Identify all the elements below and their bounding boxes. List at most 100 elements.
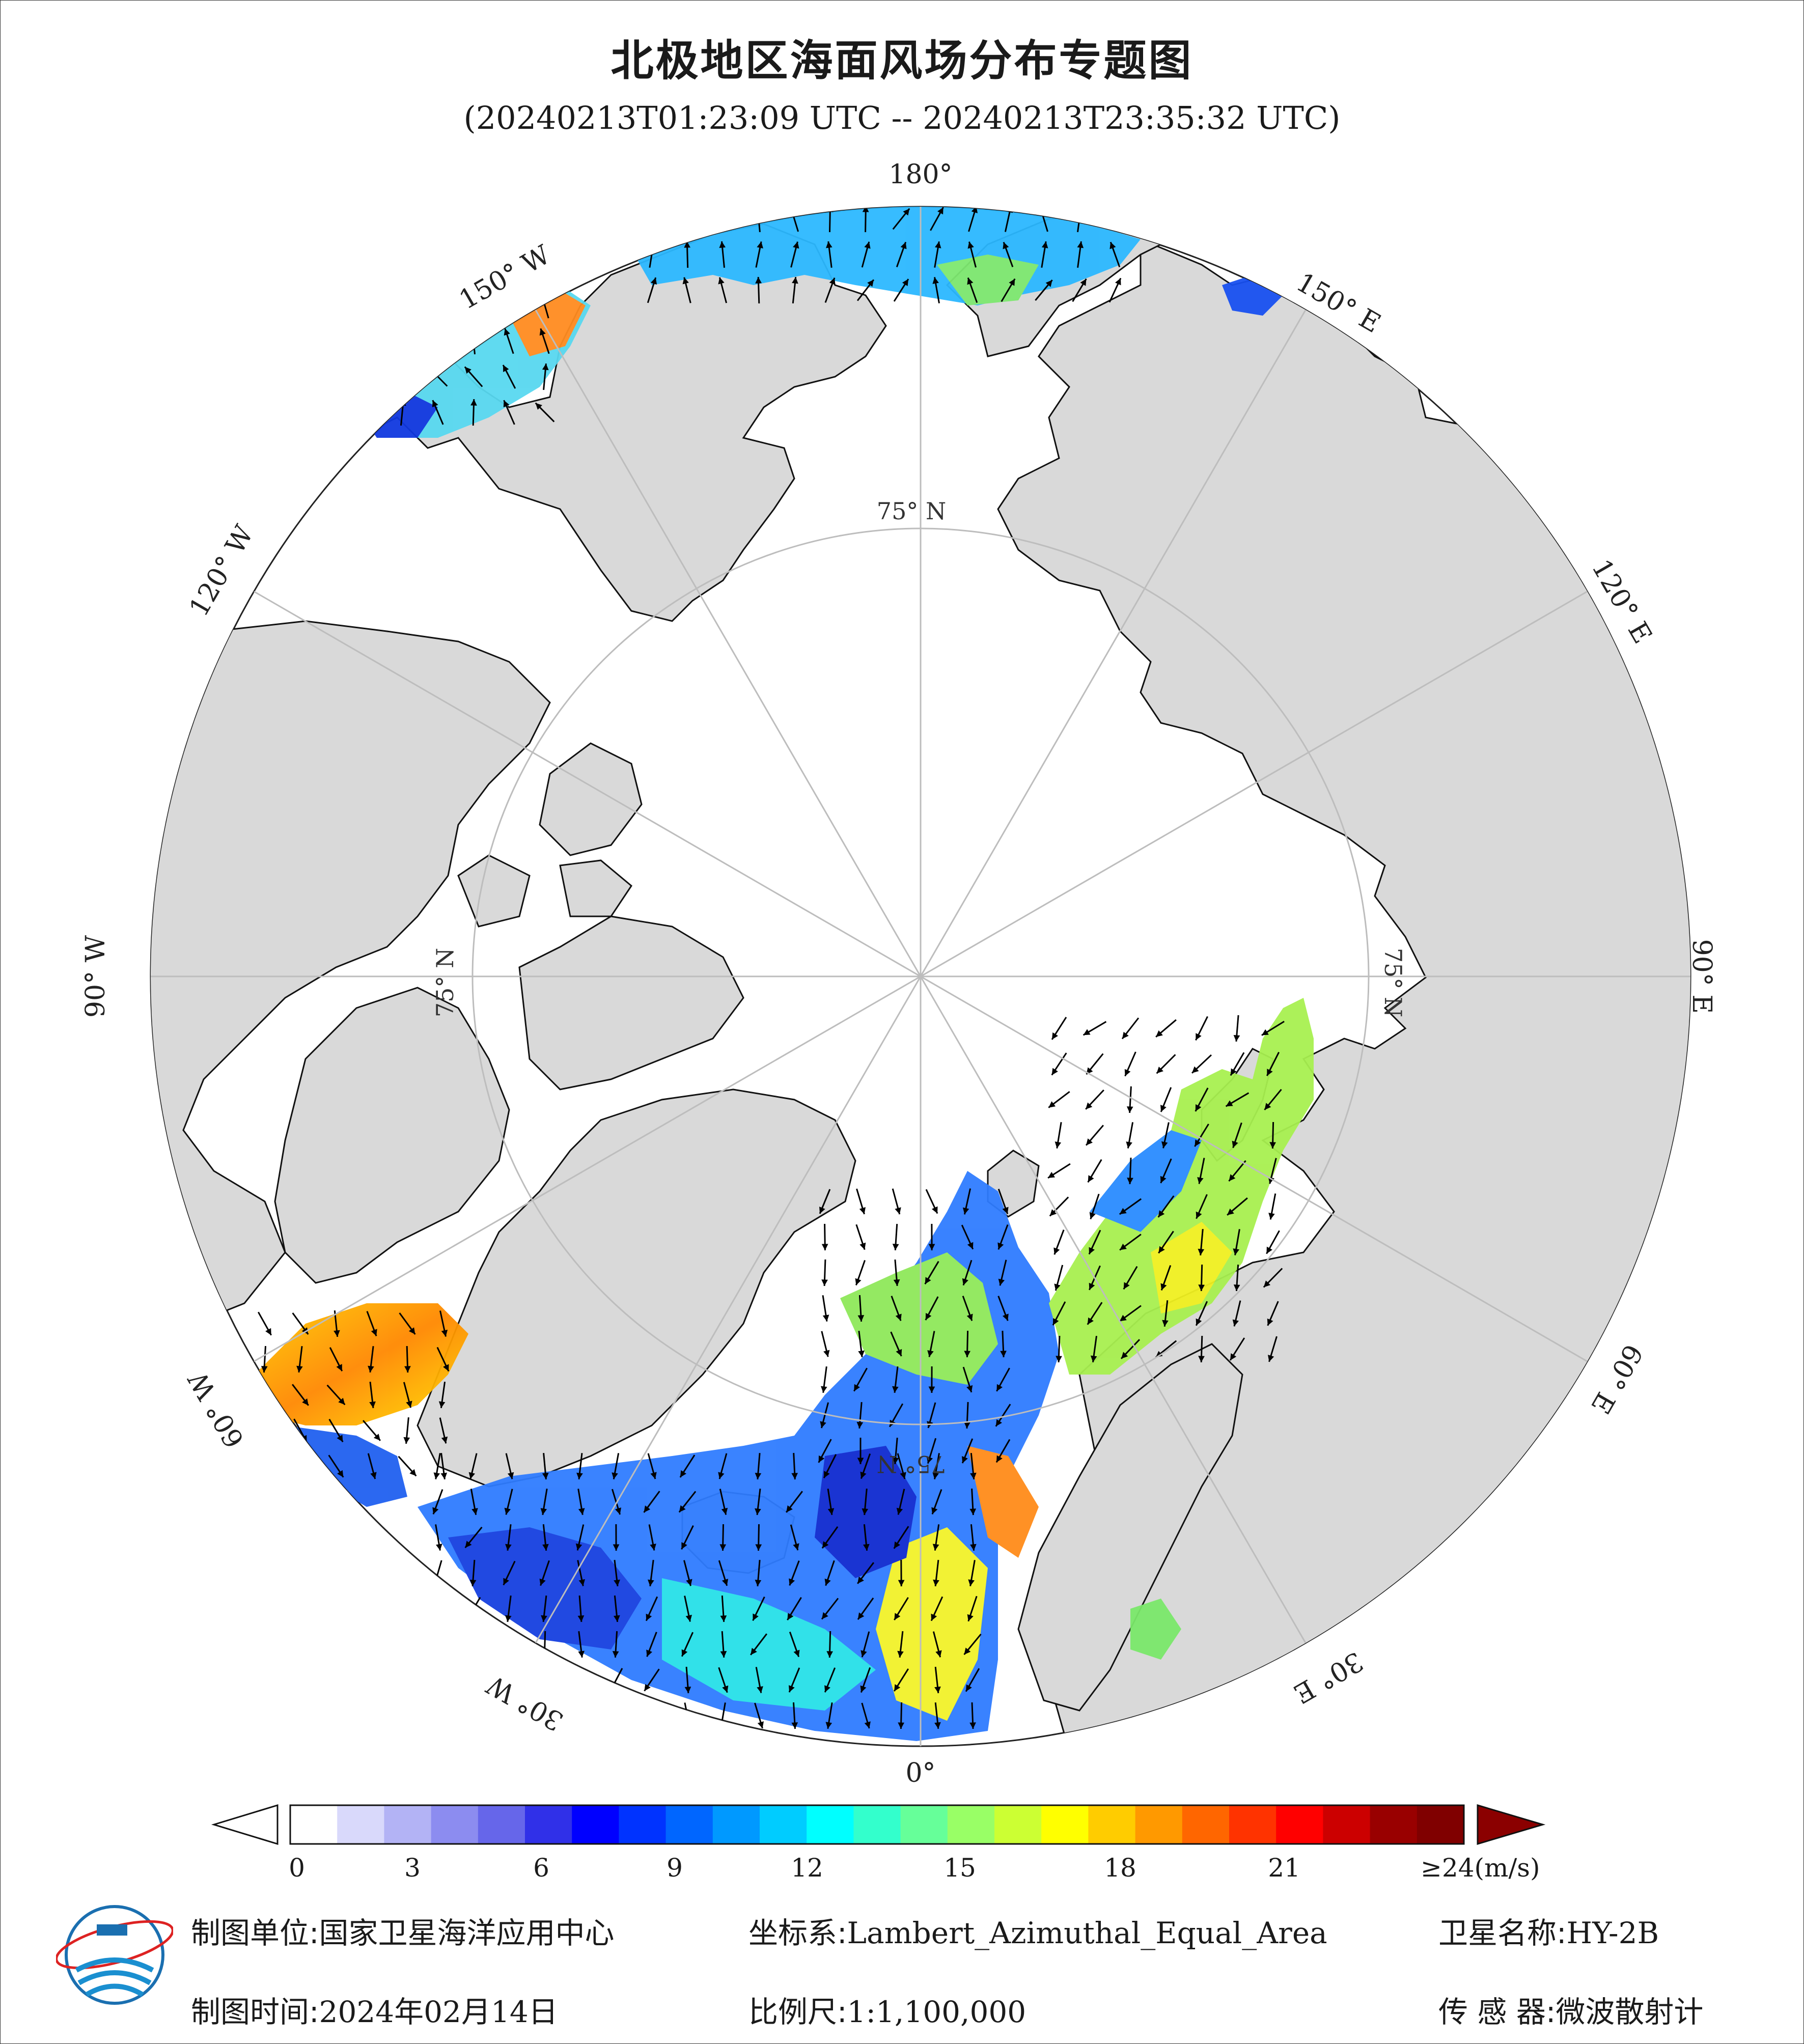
wind-arrow-head — [578, 1508, 585, 1515]
colorbar-cell — [619, 1805, 667, 1844]
wind-arrow-head — [819, 1207, 825, 1214]
footer-coord: 坐标系:Lambert_Azimuthal_Equal_Area — [748, 1909, 1327, 1952]
wind-arrow-head — [824, 1471, 830, 1478]
wind-arrow-head — [1123, 1282, 1130, 1290]
wind-arrow-head — [932, 1544, 939, 1551]
colorbar-cell — [572, 1805, 620, 1844]
wind-arrow-head — [1196, 1033, 1202, 1041]
wind-arrow-head — [892, 1457, 899, 1464]
wind-arrow-head — [296, 1365, 303, 1373]
wind-arrow-head — [337, 1470, 344, 1477]
wind-arrow-head — [995, 1419, 1002, 1426]
wind-arrow-head — [969, 1508, 977, 1515]
wind-arrow-head — [648, 1579, 654, 1586]
land-ellesmere — [518, 915, 744, 1090]
wind-arrow-head — [793, 241, 799, 249]
wind-arrow-head — [753, 1613, 759, 1621]
wind-arrow-head — [1119, 1208, 1127, 1215]
wind-arrow-head — [615, 1507, 621, 1515]
wind-arrow-head — [719, 241, 726, 248]
wind-arrow-head — [644, 1684, 651, 1691]
land-layer — [151, 213, 1690, 1746]
wind-arrow-head — [755, 1580, 762, 1586]
wind-arrow-head — [898, 1580, 905, 1586]
wind-arrow-head — [1048, 1171, 1055, 1178]
wind-arrow-head — [1268, 1355, 1274, 1362]
wind-arrow-head — [962, 1278, 968, 1285]
wind-arrow-head — [925, 1313, 932, 1320]
wind-arrow-head — [470, 399, 477, 406]
wind-arrow-head — [1109, 242, 1116, 249]
wind-arrow-head — [1268, 1213, 1275, 1220]
wind-arrow-head — [821, 1279, 828, 1286]
wind-arrow-head — [612, 1472, 618, 1479]
wind-arrow-head — [503, 365, 509, 372]
land-island-2 — [457, 854, 531, 928]
colorbar-cells — [290, 1805, 1464, 1844]
wind-patch-blue — [448, 1527, 642, 1649]
footer-scale-value: 1:1,100,000 — [847, 1995, 1026, 2029]
wind-arrow-head — [962, 1456, 968, 1464]
wind-arrow-head — [1232, 1140, 1238, 1148]
wind-arrow-head — [894, 1541, 900, 1549]
wind-arrow-head — [465, 1541, 472, 1548]
colorbar-cell — [1135, 1805, 1183, 1844]
wind-arrow-head — [503, 400, 510, 408]
colorbar-cell — [947, 1805, 995, 1844]
colorbar-cell — [1276, 1805, 1324, 1844]
wind-arrow-head — [468, 1472, 475, 1479]
wind-arrow-head — [1233, 1035, 1240, 1042]
wind-arrow-head — [860, 1471, 867, 1479]
label-lon-90w: 90° W — [80, 935, 111, 1018]
wind-arrow-head — [793, 1649, 800, 1657]
colorbar-tick-label: 9 — [667, 1853, 683, 1883]
wind-arrow-head — [927, 1350, 934, 1357]
nsoas-logo — [56, 1905, 173, 2005]
wind-arrow-head — [432, 400, 438, 407]
wind-arrow-head — [1263, 1280, 1271, 1287]
wind-arrow-head — [1195, 1139, 1201, 1147]
wind-arrow-head — [301, 1327, 309, 1334]
wind-arrow-head — [931, 1206, 938, 1214]
wind-arrow-head — [684, 241, 690, 248]
map-title: 北极地区海面风场分布专题图 — [610, 36, 1194, 86]
wind-arrow-head — [821, 1386, 827, 1393]
wind-arrow-head — [858, 1350, 865, 1357]
wind-arrow-head — [1087, 1317, 1094, 1325]
wind-arrow-head — [1161, 1141, 1168, 1149]
wind-arrow-head — [720, 1651, 727, 1658]
wind-patch-barents-yellow — [1151, 1222, 1232, 1313]
wind-arrow-head — [440, 1472, 448, 1479]
wind-arrow-head — [718, 277, 725, 285]
wind-arrow-head — [932, 277, 939, 284]
wind-patch-barents-blue — [1090, 1130, 1202, 1232]
wind-arrow-head — [967, 1242, 974, 1249]
label-lon-0: 0° — [905, 1758, 935, 1788]
label-lon-180: 180° — [889, 159, 952, 190]
wind-arrow-head — [966, 1313, 973, 1321]
wind-arrow-head — [1269, 1142, 1276, 1149]
wind-arrow-head — [937, 207, 943, 215]
colorbar-cell — [994, 1805, 1042, 1844]
colorbar-cell — [431, 1805, 479, 1844]
wind-arrow-head — [1054, 1141, 1062, 1149]
wind-arrow-head — [1160, 1283, 1167, 1291]
wind-arrow-head — [650, 1472, 657, 1479]
wind-arrow-head — [403, 1437, 410, 1444]
wind-arrow-head — [1051, 1068, 1058, 1075]
wind-arrow-head — [1156, 1067, 1163, 1074]
wind-arrow-head — [857, 1458, 864, 1464]
wind-patch-labrador-blue — [285, 1425, 407, 1507]
wind-arrow-head — [1080, 278, 1087, 286]
wind-arrow-head — [646, 1649, 652, 1657]
wind-arrow-head — [820, 1421, 826, 1429]
wind-arrow-head — [1229, 1174, 1236, 1182]
wind-arrow-head — [895, 1313, 902, 1321]
colorbar-cell — [853, 1805, 901, 1844]
wind-arrow-head — [925, 1277, 931, 1284]
wind-patch-green — [840, 1252, 998, 1385]
wind-arrow-head — [755, 277, 762, 284]
wind-arrow-head — [1195, 1104, 1202, 1111]
wind-arrow-head — [577, 1615, 585, 1622]
wind-arrow-head — [650, 277, 657, 285]
